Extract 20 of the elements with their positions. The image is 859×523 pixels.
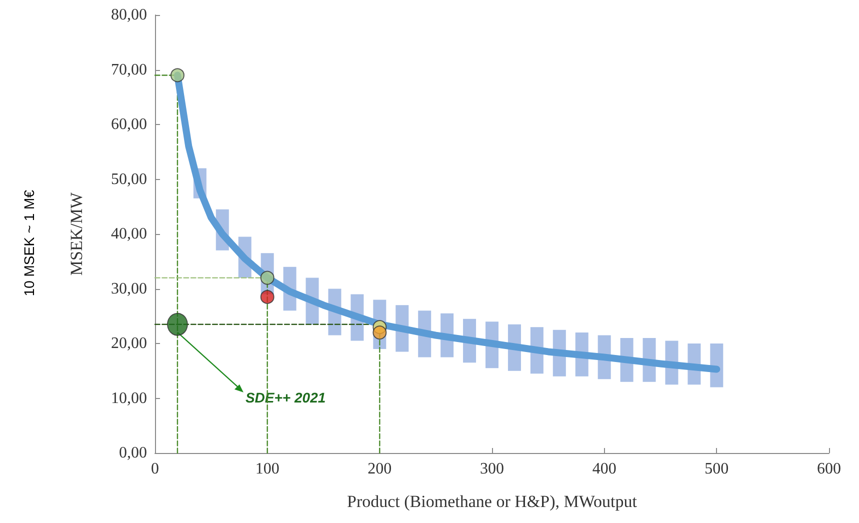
y-tick-label: 70,00 bbox=[111, 61, 147, 78]
y-tick-label: 60,00 bbox=[111, 116, 147, 133]
y-tick-label: 40,00 bbox=[111, 226, 147, 242]
x-axis-title: Product (Biomethane or H&P), MWoutput bbox=[347, 492, 638, 511]
x-tick-label: 500 bbox=[704, 460, 729, 478]
text: 10 MSEK ~ 1 M€ bbox=[21, 190, 37, 296]
x-tick-label: 0 bbox=[151, 460, 159, 478]
x-tick-label: 400 bbox=[592, 460, 616, 478]
x-tick-label: 300 bbox=[480, 460, 504, 478]
annotation: SDE++ 2021 bbox=[245, 389, 326, 406]
y-axis-title: MSEK/MW bbox=[67, 191, 86, 276]
x-tick-label: 100 bbox=[255, 460, 280, 478]
y-tick-label: 0,00 bbox=[119, 444, 147, 462]
x-tick-label: 200 bbox=[368, 460, 392, 478]
y-tick-label: 30,00 bbox=[111, 280, 147, 298]
x-tick-label: 600 bbox=[817, 460, 841, 478]
y-tick-label: 50,00 bbox=[111, 170, 147, 188]
y-tick-label: 20,00 bbox=[111, 335, 147, 352]
y-tick-label: 80,00 bbox=[111, 6, 147, 24]
y-tick-label: 10,00 bbox=[111, 390, 147, 407]
